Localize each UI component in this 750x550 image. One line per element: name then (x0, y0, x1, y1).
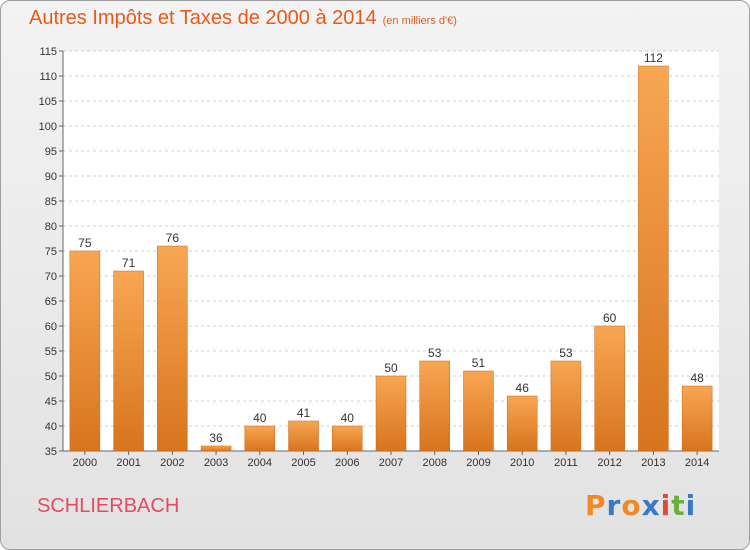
bar (419, 360, 450, 452)
bar-value-label: 40 (253, 411, 267, 425)
logo-letter: o (621, 489, 642, 522)
x-tick-label: 2004 (248, 457, 272, 469)
logo-letter: i (685, 489, 697, 522)
logo-letter: t (671, 489, 686, 522)
y-tick-label: 60 (45, 321, 57, 333)
logo-letter: x (641, 489, 661, 522)
title-text: Autres Impôts et Taxes de 2000 à 2014 (29, 7, 377, 29)
bar (506, 395, 538, 452)
chart-title: Autres Impôts et Taxes de 2000 à 2014 (en… (29, 7, 457, 30)
x-tick-label: 2003 (204, 457, 228, 469)
y-tick-label: 95 (45, 146, 57, 158)
y-tick-label: 105 (39, 96, 57, 108)
logo-letter: P (585, 489, 607, 522)
y-tick-label: 85 (45, 196, 57, 208)
x-tick-label: 2009 (466, 457, 490, 469)
y-tick-label: 55 (45, 346, 57, 358)
x-tick-label: 2012 (597, 457, 621, 469)
bar-value-label: 40 (341, 411, 355, 425)
x-tick-label: 2013 (641, 457, 665, 469)
y-tick-label: 100 (39, 121, 57, 133)
town-name: SCHLIERBACH (37, 495, 180, 517)
y-tick-label: 35 (45, 446, 57, 458)
logo-letter: i (660, 489, 672, 522)
bar (200, 445, 232, 452)
y-tick-label: 115 (39, 46, 57, 58)
bar-value-label: 48 (690, 371, 704, 385)
bar-value-label: 51 (472, 356, 486, 370)
bar (681, 385, 713, 452)
y-tick-label: 65 (45, 296, 57, 308)
bar (550, 360, 582, 452)
y-tick-label: 90 (45, 171, 57, 183)
bar-value-label: 71 (122, 256, 136, 270)
bar (244, 425, 276, 452)
x-tick-label: 2010 (510, 457, 534, 469)
bar-value-label: 76 (166, 231, 180, 245)
x-tick-label: 2008 (422, 457, 446, 469)
y-tick-label: 80 (45, 221, 57, 233)
x-tick-label: 2006 (335, 457, 359, 469)
chart-unit: (en milliers d'€) (382, 15, 457, 27)
x-tick-label: 2001 (116, 457, 140, 469)
y-tick-label: 40 (45, 421, 57, 433)
bar (69, 250, 101, 452)
bar-value-label: 46 (516, 381, 530, 395)
x-tick-label: 2002 (160, 457, 184, 469)
proxiti-logo: Proxiti (585, 489, 696, 522)
bar-value-label: 36 (209, 431, 223, 445)
bar (375, 375, 407, 452)
y-tick-label: 110 (39, 71, 57, 83)
x-tick-label: 2000 (73, 457, 97, 469)
x-tick-label: 2014 (685, 457, 709, 469)
bar-value-label: 75 (78, 236, 92, 250)
bar-value-label: 50 (384, 361, 398, 375)
x-tick-label: 2007 (379, 457, 403, 469)
bar-value-label: 41 (297, 406, 311, 420)
bar-value-label: 112 (644, 51, 663, 65)
bar (157, 245, 188, 452)
y-tick-label: 70 (45, 271, 57, 283)
bar (594, 325, 625, 452)
bar-value-label: 53 (428, 346, 442, 360)
bar (463, 370, 494, 452)
bar-value-label: 53 (559, 346, 573, 360)
bar (288, 420, 319, 452)
y-tick-label: 45 (45, 396, 57, 408)
logo-letter: r (606, 489, 622, 522)
bar (638, 65, 669, 452)
x-tick-label: 2005 (291, 457, 315, 469)
bar-value-label: 60 (603, 311, 617, 325)
x-tick-label: 2011 (554, 457, 578, 469)
bar (113, 270, 144, 452)
bar (332, 425, 363, 452)
y-tick-label: 50 (45, 371, 57, 383)
y-tick-label: 75 (45, 246, 57, 258)
